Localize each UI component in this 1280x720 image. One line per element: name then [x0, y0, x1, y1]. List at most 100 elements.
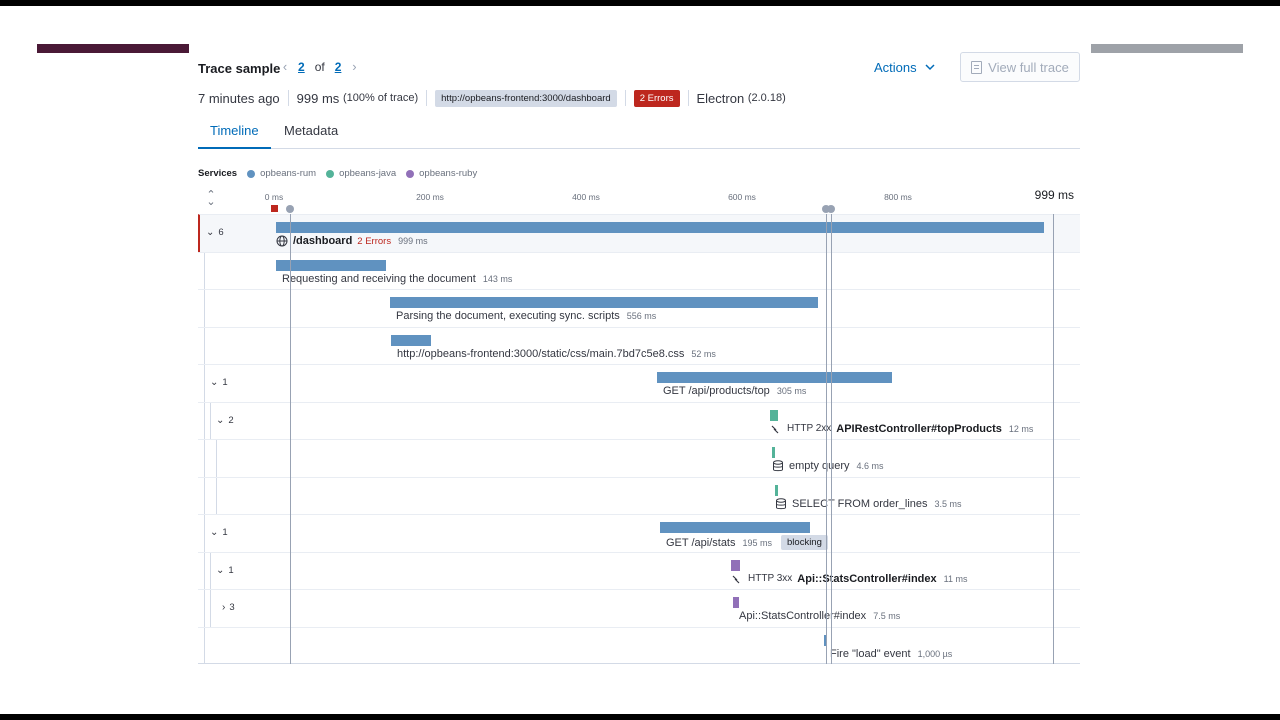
row-toggle[interactable]: › 3 — [222, 602, 235, 613]
tab-metadata[interactable]: Metadata — [284, 123, 339, 138]
database-icon — [773, 460, 783, 472]
span-label: GET /api/products/top 305 ms — [663, 385, 806, 397]
row-toggle[interactable]: ⌄ 1 — [210, 377, 228, 388]
axis-tick: 200 ms — [416, 192, 444, 202]
divider — [426, 90, 428, 106]
indent-line — [204, 590, 205, 627]
waterfall-row[interactable]: ⌄ 1 HTTP 3xx Api::StatsController#index 1… — [198, 551, 1080, 589]
waterfall-row[interactable]: Requesting and receiving the document 14… — [198, 251, 1080, 289]
axis-max-label: 999 ms — [1034, 188, 1074, 202]
span-name: GET /api/products/top — [663, 385, 770, 397]
waterfall-row[interactable]: Parsing the document, executing sync. sc… — [198, 289, 1080, 327]
trace-pager: ‹ 2 of 2 › — [278, 59, 361, 74]
url-badge: http://opbeans-frontend:3000/dashboard — [435, 89, 617, 107]
span-label: Fire "load" event 1,000 µs — [830, 648, 952, 660]
collapse-all-icon[interactable]: ⌃ ⌄ — [206, 189, 216, 208]
waterfall-row[interactable]: http://opbeans-frontend:3000/static/css/… — [198, 326, 1080, 364]
mark-line — [290, 214, 291, 664]
span-bar[interactable] — [390, 297, 818, 308]
end-line — [1053, 214, 1054, 664]
mark-line — [831, 214, 832, 664]
row-toggle[interactable]: ⌄ 1 — [216, 564, 234, 576]
current-page[interactable]: 2 — [298, 59, 305, 74]
mark-marker[interactable] — [286, 205, 294, 213]
services-legend: Services opbeans-rum opbeans-java opbean… — [198, 168, 477, 179]
span-name: SELECT FROM order_lines — [792, 497, 928, 510]
timeline-axis: ⌃ ⌄ 0 ms 200 ms 400 ms 600 ms 800 ms 999 … — [198, 186, 1080, 214]
span-bar[interactable] — [731, 559, 740, 571]
row-toggle[interactable]: ⌄ 1 — [210, 527, 228, 538]
waterfall-row[interactable]: ⌄ 6 /dashboard 2 Errors 999 ms — [198, 214, 1080, 252]
indent-line — [204, 290, 205, 327]
span-bar[interactable] — [657, 372, 892, 383]
span-label: SELECT FROM order_lines 3.5 ms — [775, 498, 962, 510]
indent-line — [204, 252, 205, 289]
actions-button[interactable]: Actions — [874, 60, 935, 75]
span-label: http://opbeans-frontend:3000/static/css/… — [397, 348, 716, 360]
span-label: HTTP 3xx Api::StatsController#index 11 m… — [731, 573, 967, 585]
span-duration: 556 ms — [626, 311, 657, 321]
indent-line — [204, 477, 205, 514]
span-name: Fire "load" event — [830, 647, 911, 660]
span-bar[interactable] — [391, 334, 431, 346]
trace-sample-title: Trace sample — [198, 61, 281, 76]
span-label: empty query 4.6 ms — [772, 460, 884, 472]
span-label: Parsing the document, executing sync. sc… — [396, 310, 656, 322]
span-label: GET /api/stats 195 ms blocking — [666, 535, 828, 550]
span-bar[interactable] — [733, 597, 739, 608]
chevron-left-icon[interactable]: ‹ — [282, 59, 288, 74]
decorative-bar-left — [37, 44, 189, 53]
actions-label: Actions — [874, 60, 917, 75]
indent-line — [210, 402, 211, 439]
span-name: Api::StatsController#index — [797, 572, 937, 585]
waterfall-row[interactable]: Fire "load" event 1,000 µs — [198, 626, 1080, 664]
indent-line — [216, 440, 217, 477]
errors-badge[interactable]: 2 Errors — [633, 89, 680, 107]
span-bar[interactable] — [772, 447, 775, 458]
mark-marker[interactable] — [822, 205, 830, 213]
span-bar[interactable] — [775, 484, 778, 496]
waterfall-row[interactable]: ⌄ 1 GET /api/products/top 305 ms — [198, 364, 1080, 402]
indent-line — [210, 552, 211, 589]
error-marker[interactable] — [271, 205, 278, 212]
divider — [624, 90, 626, 106]
trace-age: 7 minutes ago — [198, 90, 280, 106]
axis-tick: 400 ms — [572, 192, 600, 202]
row-toggle[interactable]: ⌄ 6 — [206, 227, 224, 238]
span-bar[interactable] — [276, 222, 1044, 233]
span-errors[interactable]: 2 Errors — [357, 235, 392, 247]
waterfall-row[interactable]: SELECT FROM order_lines 3.5 ms — [198, 476, 1080, 514]
span-label: HTTP 2xx APIRestController#topProducts 1… — [770, 423, 1033, 435]
span-duration: 305 ms — [776, 386, 807, 396]
row-toggle[interactable]: ⌄ 2 — [216, 414, 234, 426]
span-duration: 4.6 ms — [856, 461, 884, 471]
tab-timeline[interactable]: Timeline — [198, 123, 271, 149]
view-full-trace-label: View full trace — [988, 59, 1069, 75]
span-status: HTTP 3xx — [748, 573, 793, 584]
mark-marker[interactable] — [827, 205, 835, 213]
span-label: /dashboard 2 Errors 999 ms — [276, 235, 428, 247]
waterfall-row[interactable]: › 3 Api::StatsController#index 7.5 ms — [198, 589, 1080, 627]
axis-tick: 600 ms — [728, 192, 756, 202]
view-full-trace-button[interactable]: View full trace — [960, 52, 1080, 82]
span-duration: 7.5 ms — [873, 611, 901, 621]
span-bar[interactable] — [770, 409, 778, 421]
axis-tick: 800 ms — [884, 192, 912, 202]
waterfall-row[interactable]: ⌄ 1 GET /api/stats 195 ms blocking — [198, 514, 1080, 552]
trace-duration: 999 ms — [296, 90, 340, 106]
span-bar[interactable] — [824, 634, 826, 646]
chevron-right-icon[interactable]: › — [352, 59, 357, 74]
http-icon — [771, 425, 779, 433]
span-name: Requesting and receiving the document — [282, 272, 476, 285]
waterfall-row[interactable]: ⌄ 2 HTTP 2xx APIRestController#topProduct… — [198, 401, 1080, 439]
waterfall-row[interactable]: empty query 4.6 ms — [198, 439, 1080, 477]
span-bar[interactable] — [660, 522, 810, 533]
legend-dot — [326, 169, 335, 178]
span-name: empty query — [789, 460, 850, 472]
indent-line — [204, 552, 205, 589]
legend-dot — [406, 169, 415, 178]
span-bar[interactable] — [276, 259, 386, 271]
legend-dot — [247, 169, 256, 178]
total-pages[interactable]: 2 — [334, 59, 342, 74]
mark-line — [826, 214, 827, 664]
